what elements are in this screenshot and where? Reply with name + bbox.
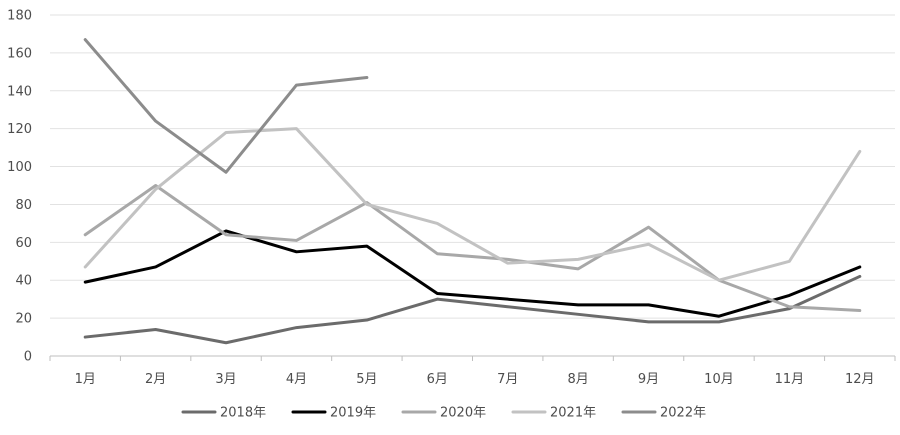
legend-item: 2018年: [181, 406, 266, 421]
legend-label: 2018年: [220, 406, 266, 421]
x-tick-label: 6月: [427, 372, 448, 387]
x-tick-label: 3月: [215, 372, 236, 387]
axis-layer: 0 20 40 60 80 100 120 140 160 180 1月 2月 3月 4月 5月 6月 7月 8月…: [7, 9, 896, 387]
series-line-3: [83, 127, 862, 282]
x-tick-label: 12月: [845, 372, 875, 387]
grid-layer: [50, 14, 895, 319]
x-tick-label: 9月: [638, 372, 659, 387]
x-tick-label: 1月: [75, 372, 96, 387]
series-line-4: [83, 38, 369, 174]
y-tick-label: 40: [15, 274, 32, 289]
y-tick-label: 0: [24, 350, 32, 365]
legend-label: 2020年: [440, 406, 486, 421]
series-line-0: [83, 274, 862, 345]
y-tick-label: 120: [7, 122, 32, 137]
series-layer: [83, 38, 862, 345]
legend-item: 2020年: [401, 406, 486, 421]
y-tick-label: 80: [15, 198, 32, 213]
x-tick-label: 11月: [775, 372, 805, 387]
y-tick-label: 180: [7, 9, 32, 24]
y-tick-label: 140: [7, 84, 32, 99]
legend: 2018年 2019年 2020年 2021年 2022年: [181, 406, 706, 421]
legend-item: 2019年: [291, 406, 376, 421]
x-tick-label: 7月: [497, 372, 518, 387]
x-tick-label: 2月: [145, 372, 166, 387]
legend-label: 2019年: [330, 406, 376, 421]
y-tick-label: 60: [15, 236, 32, 251]
x-tick-label: 10月: [704, 372, 734, 387]
y-tick-label: 160: [7, 46, 32, 61]
x-tick-label: 5月: [356, 372, 377, 387]
series-line-2: [83, 184, 862, 313]
series-line-1: [83, 229, 862, 318]
y-tick-label: 20: [15, 312, 32, 327]
x-tick-label: 8月: [567, 372, 588, 387]
legend-label: 2021年: [550, 406, 596, 421]
legend-item: 2022年: [621, 406, 706, 421]
y-tick-label: 100: [7, 160, 32, 175]
legend-item: 2021年: [511, 406, 596, 421]
legend-label: 2022年: [660, 406, 706, 421]
x-tick-label: 4月: [286, 372, 307, 387]
